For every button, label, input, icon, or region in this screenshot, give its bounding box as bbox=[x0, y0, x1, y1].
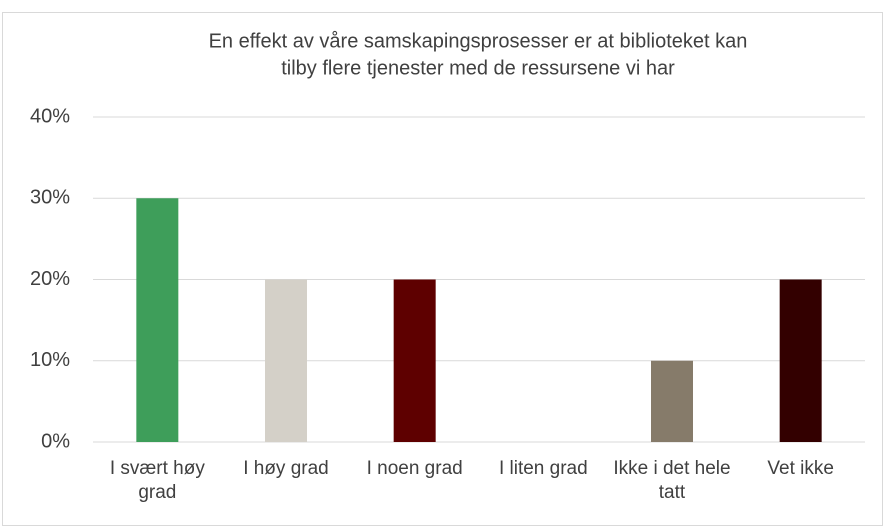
bar bbox=[779, 279, 822, 442]
chart-title: En effekt av våre samskapingsprosesser e… bbox=[209, 30, 748, 52]
chart-frame bbox=[2, 12, 883, 526]
y-tick-label: 40% bbox=[30, 105, 70, 127]
bar bbox=[393, 279, 436, 442]
x-tick-label: I liten grad bbox=[498, 458, 588, 479]
x-tick-label: Vet ikke bbox=[767, 458, 834, 479]
bar bbox=[265, 279, 307, 442]
y-tick-label: 20% bbox=[30, 268, 70, 290]
x-tick-label: I noen grad bbox=[366, 458, 463, 479]
bar bbox=[136, 198, 179, 442]
y-tick-label: 30% bbox=[30, 187, 70, 209]
x-tick-label: I svært høy grad bbox=[109, 458, 205, 503]
y-tick-label: 10% bbox=[30, 349, 70, 371]
x-tick-label: Ikke i det hele tatt bbox=[613, 458, 731, 503]
bar bbox=[651, 360, 693, 442]
chart-title: tilby flere tjenester med de ressursene … bbox=[281, 57, 675, 79]
x-tick-label: I høy grad bbox=[243, 458, 329, 479]
y-tick-label: 0% bbox=[41, 430, 70, 452]
